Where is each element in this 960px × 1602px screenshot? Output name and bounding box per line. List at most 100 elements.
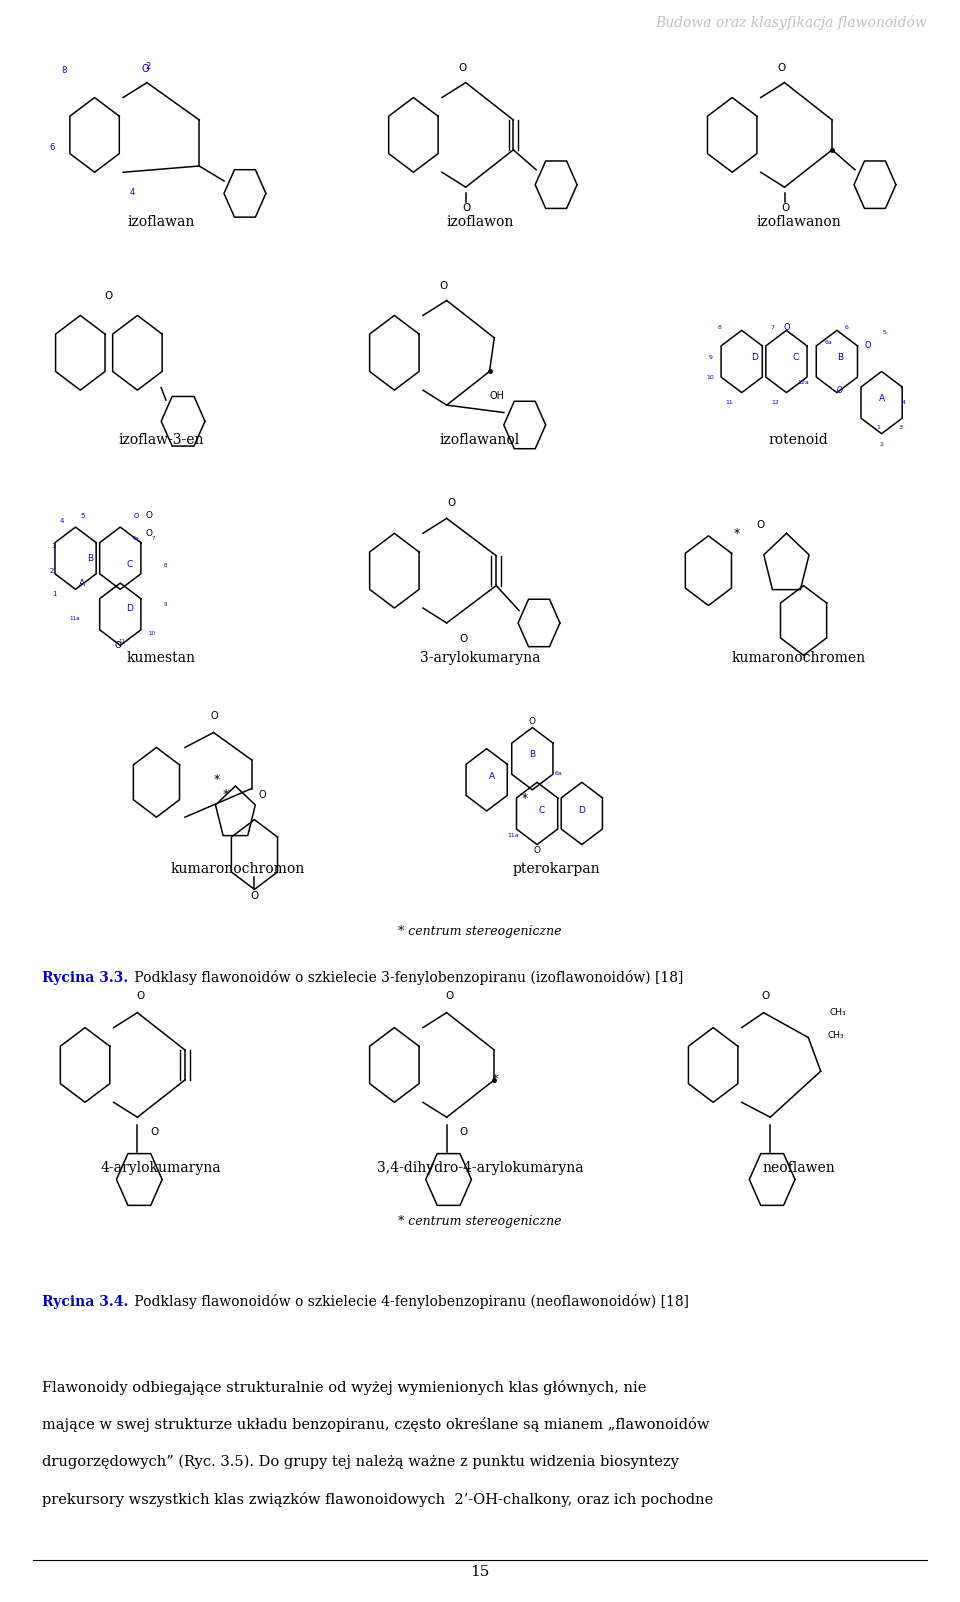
Text: O: O <box>459 62 467 72</box>
Text: * centrum stereogeniczne: * centrum stereogeniczne <box>398 1216 562 1229</box>
Text: 4: 4 <box>130 187 135 197</box>
Text: O: O <box>115 641 122 650</box>
Text: O: O <box>460 634 468 644</box>
Text: A: A <box>79 578 85 588</box>
Text: 8: 8 <box>718 325 722 330</box>
Text: A: A <box>878 394 885 404</box>
Text: izoflawan: izoflawan <box>128 215 195 229</box>
Text: 7: 7 <box>770 325 774 330</box>
Text: O: O <box>783 324 790 332</box>
Text: izoflawon: izoflawon <box>446 215 514 229</box>
Text: O: O <box>529 716 536 726</box>
Text: C: C <box>793 354 799 362</box>
Text: O: O <box>145 511 153 521</box>
Text: *: * <box>492 1073 498 1083</box>
Text: *: * <box>213 774 220 787</box>
Text: 5: 5 <box>882 330 886 335</box>
Text: B: B <box>86 554 93 562</box>
Text: O: O <box>778 62 786 72</box>
Text: 10: 10 <box>149 631 156 636</box>
Text: 12: 12 <box>771 400 779 405</box>
Text: 3-arylokumaryna: 3-arylokumaryna <box>420 650 540 665</box>
Text: D: D <box>578 806 586 815</box>
Text: C: C <box>539 806 545 815</box>
Text: OH: OH <box>490 391 505 402</box>
Text: 11a: 11a <box>508 833 519 838</box>
Text: O: O <box>105 290 113 301</box>
Text: O: O <box>133 513 139 519</box>
Text: 6a: 6a <box>555 771 563 775</box>
Text: 4: 4 <box>901 400 905 405</box>
Text: 6: 6 <box>845 325 849 330</box>
Text: pterokarpan: pterokarpan <box>513 862 600 876</box>
Text: B: B <box>529 750 536 759</box>
Text: O: O <box>865 341 872 349</box>
Text: *: * <box>733 527 740 540</box>
Text: O: O <box>445 992 454 1001</box>
Text: O: O <box>460 1128 468 1137</box>
Text: O: O <box>463 203 470 213</box>
Text: prekursory wszystkich klas związków flawonoidowych  2’-OH-chalkony, oraz ich poc: prekursory wszystkich klas związków flaw… <box>42 1491 713 1507</box>
Text: Budowa oraz klasyfikacja flawonoidów: Budowa oraz klasyfikacja flawonoidów <box>656 16 927 30</box>
Text: 3,4-dihydro-4-arylokumaryna: 3,4-dihydro-4-arylokumaryna <box>376 1161 584 1176</box>
Text: drugorzędowych” (Ryc. 3.5). Do grupy tej należą ważne z punktu widzenia biosynte: drugorzędowych” (Ryc. 3.5). Do grupy tej… <box>42 1455 679 1469</box>
Text: O: O <box>447 498 456 508</box>
Text: O: O <box>761 992 770 1001</box>
Text: 1: 1 <box>52 591 57 596</box>
Text: 11: 11 <box>726 400 733 405</box>
Text: kumestan: kumestan <box>127 650 196 665</box>
Text: Rycina 3.4.: Rycina 3.4. <box>42 1294 129 1309</box>
Text: 12a: 12a <box>798 380 809 384</box>
Text: mające w swej strukturze układu benzopiranu, często określane są mianem „flawono: mające w swej strukturze układu benzopir… <box>42 1418 709 1432</box>
Text: 8: 8 <box>164 562 168 569</box>
Text: CH₃: CH₃ <box>828 1030 844 1040</box>
Text: 2: 2 <box>145 62 151 70</box>
Text: 11a: 11a <box>69 617 80 622</box>
Text: 9: 9 <box>708 356 712 360</box>
Text: Podklasy flawonoidów o szkielecie 3-fenylobenzopiranu (izoflawonoidów) [18]: Podklasy flawonoidów o szkielecie 3-feny… <box>130 971 684 985</box>
Text: kumaronochromen: kumaronochromen <box>732 650 866 665</box>
Text: A: A <box>490 772 495 780</box>
Text: 4-arylokumaryna: 4-arylokumaryna <box>101 1161 222 1176</box>
Text: O: O <box>141 64 149 74</box>
Text: 8: 8 <box>61 66 66 75</box>
Text: O: O <box>145 529 153 538</box>
Text: 10: 10 <box>707 375 714 380</box>
Text: D: D <box>127 604 133 612</box>
Text: 1: 1 <box>876 425 879 429</box>
Text: izoflawanon: izoflawanon <box>756 215 841 229</box>
Text: O: O <box>136 992 144 1001</box>
Text: kumaronochromon: kumaronochromon <box>170 862 304 876</box>
Text: D: D <box>751 354 757 362</box>
Text: izoflaw-3-en: izoflaw-3-en <box>118 433 204 447</box>
Text: * centrum stereogeniczne: * centrum stereogeniczne <box>398 926 562 939</box>
Text: izoflawanol: izoflawanol <box>440 433 520 447</box>
Text: O: O <box>837 386 843 394</box>
Text: 4: 4 <box>60 519 63 524</box>
Text: 3: 3 <box>52 543 57 549</box>
Text: CH₃: CH₃ <box>829 1008 846 1017</box>
Text: O: O <box>781 203 790 213</box>
Text: O: O <box>251 891 258 900</box>
Text: 11: 11 <box>118 639 126 644</box>
Text: 6a: 6a <box>132 535 139 540</box>
Text: rotenoid: rotenoid <box>769 433 828 447</box>
Text: O: O <box>151 1128 158 1137</box>
Text: 6: 6 <box>50 143 56 152</box>
Text: Podklasy flawonoidów o szkielecie 4-fenylobenzopiranu (neoflawonoidów) [18]: Podklasy flawonoidów o szkielecie 4-feny… <box>130 1294 688 1309</box>
Text: 3: 3 <box>899 425 902 429</box>
Text: O: O <box>210 711 218 721</box>
Text: B: B <box>837 354 843 362</box>
Text: 2: 2 <box>879 442 883 447</box>
Text: C: C <box>127 561 132 569</box>
Text: O: O <box>258 790 266 799</box>
Text: 6a: 6a <box>825 340 832 346</box>
Text: 15: 15 <box>470 1565 490 1580</box>
Text: Flawonoidy odbiegające strukturalnie od wyżej wymienionych klas głównych, nie: Flawonoidy odbiegające strukturalnie od … <box>42 1379 647 1395</box>
Text: *: * <box>223 788 229 801</box>
Text: 9: 9 <box>164 601 168 607</box>
Text: *: * <box>521 791 528 806</box>
Text: O: O <box>440 280 448 290</box>
Text: 2: 2 <box>50 569 54 574</box>
Text: Rycina 3.3.: Rycina 3.3. <box>42 971 129 985</box>
